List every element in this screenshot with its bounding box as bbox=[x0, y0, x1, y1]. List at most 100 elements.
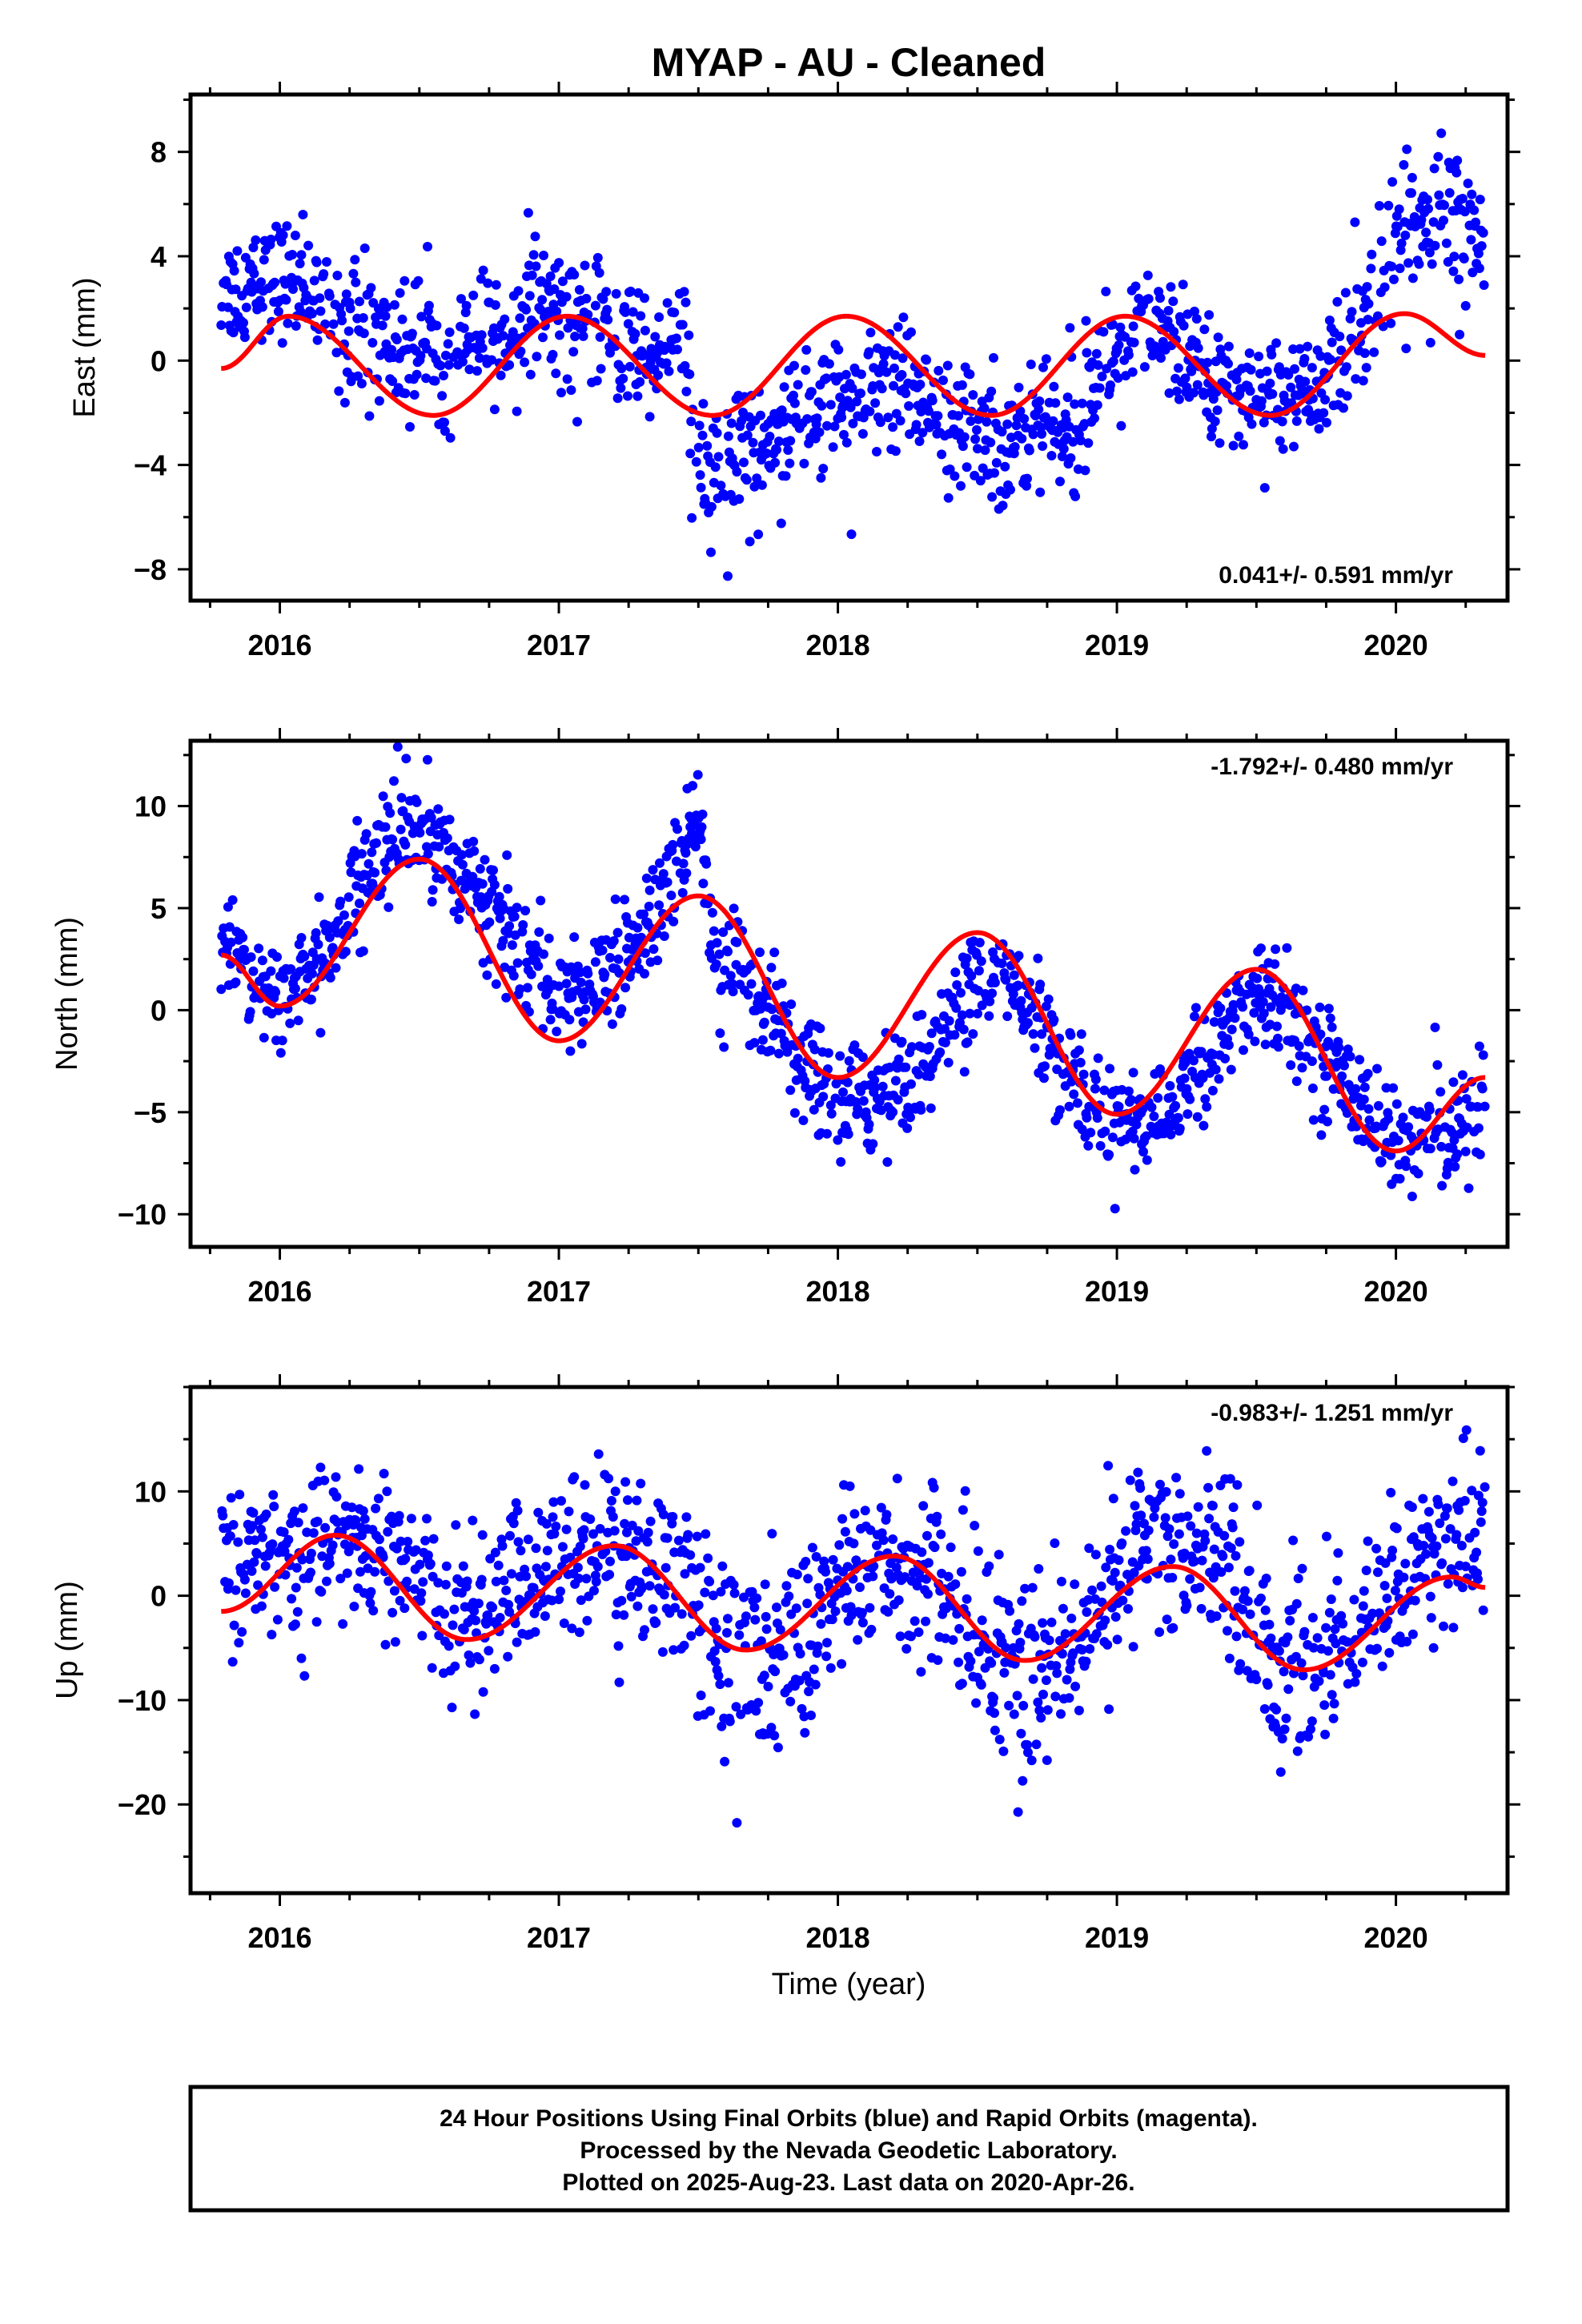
observation-point bbox=[1460, 207, 1470, 217]
observation-point bbox=[1388, 1083, 1399, 1093]
observation-point bbox=[603, 315, 613, 325]
observation-point bbox=[1169, 327, 1179, 337]
observation-point bbox=[841, 1586, 852, 1596]
observation-point bbox=[1164, 1524, 1174, 1534]
observation-point bbox=[1190, 1556, 1199, 1566]
observation-point bbox=[1154, 1627, 1165, 1637]
observation-point bbox=[1040, 1061, 1050, 1072]
observation-point bbox=[488, 1602, 498, 1613]
observation-point bbox=[335, 896, 346, 907]
observation-point bbox=[498, 331, 508, 341]
observation-point bbox=[1480, 1101, 1490, 1112]
rate-label: -0.983+/- 1.251 mm/yr bbox=[1211, 1400, 1453, 1426]
observation-point bbox=[1128, 1642, 1138, 1652]
observation-point bbox=[914, 436, 925, 446]
observation-point bbox=[488, 865, 498, 875]
observation-point bbox=[1129, 1133, 1139, 1144]
observation-point bbox=[581, 1574, 592, 1584]
observation-point bbox=[994, 1550, 1004, 1560]
observation-point bbox=[661, 1562, 671, 1573]
observation-point bbox=[1401, 1161, 1411, 1172]
observation-point bbox=[756, 410, 765, 420]
observation-point bbox=[1387, 177, 1398, 187]
observation-point bbox=[303, 240, 314, 251]
observation-point bbox=[371, 838, 381, 848]
observation-point bbox=[769, 1650, 779, 1659]
observation-point bbox=[835, 392, 845, 403]
observation-point bbox=[1235, 1659, 1246, 1669]
observation-point bbox=[712, 938, 722, 948]
observation-point bbox=[1279, 1724, 1290, 1735]
observation-point bbox=[601, 287, 612, 297]
observation-point bbox=[1171, 1473, 1182, 1483]
observation-point bbox=[1390, 1586, 1400, 1596]
observation-point bbox=[1314, 424, 1324, 434]
observation-point bbox=[367, 847, 377, 858]
observation-point bbox=[548, 1512, 558, 1522]
observation-point bbox=[1322, 1531, 1331, 1542]
observation-point bbox=[497, 1541, 508, 1551]
observation-point bbox=[296, 933, 307, 943]
observation-point bbox=[1283, 370, 1294, 380]
observation-point bbox=[1114, 1101, 1124, 1112]
observation-point bbox=[1450, 1161, 1460, 1172]
observation-point bbox=[1035, 979, 1046, 990]
observation-point bbox=[539, 251, 548, 260]
observation-point bbox=[769, 1731, 780, 1741]
observation-point bbox=[770, 1667, 781, 1677]
observation-point bbox=[1112, 1634, 1122, 1645]
observation-point bbox=[837, 1514, 848, 1524]
observation-point bbox=[1279, 1667, 1289, 1677]
observation-point bbox=[565, 1552, 576, 1562]
observation-point bbox=[847, 383, 857, 393]
observation-point bbox=[1114, 340, 1124, 350]
observation-point bbox=[620, 1518, 630, 1529]
y-tick-label: −10 bbox=[118, 1198, 167, 1231]
observation-point bbox=[257, 955, 267, 966]
observation-point bbox=[1082, 348, 1092, 358]
observation-point bbox=[1376, 236, 1387, 247]
observation-point bbox=[1238, 1604, 1248, 1614]
observation-point bbox=[1325, 1670, 1335, 1680]
observation-point bbox=[662, 877, 673, 887]
observation-point bbox=[1125, 1475, 1135, 1486]
observation-point bbox=[756, 1003, 765, 1014]
observation-point bbox=[679, 1640, 689, 1651]
observation-point bbox=[445, 432, 456, 443]
observation-point bbox=[1235, 1537, 1245, 1547]
observation-point bbox=[958, 441, 968, 452]
observation-point bbox=[710, 1657, 721, 1667]
observation-point bbox=[1239, 1586, 1250, 1596]
observation-point bbox=[508, 1518, 519, 1529]
observation-point bbox=[616, 364, 627, 374]
observation-point bbox=[799, 458, 809, 468]
observation-point bbox=[1425, 1144, 1435, 1154]
observation-point bbox=[327, 1540, 338, 1550]
observation-point bbox=[423, 849, 433, 859]
observation-point bbox=[333, 916, 343, 927]
observation-point bbox=[648, 1604, 658, 1614]
observation-point bbox=[359, 328, 369, 339]
observation-point bbox=[511, 1498, 521, 1508]
observation-point bbox=[400, 275, 410, 286]
observation-point bbox=[727, 979, 737, 989]
observation-point bbox=[1128, 321, 1138, 332]
observation-point bbox=[389, 300, 400, 310]
observation-point bbox=[476, 1574, 487, 1585]
observation-point bbox=[1461, 1425, 1472, 1435]
observation-point bbox=[401, 754, 412, 764]
observation-point bbox=[1260, 1039, 1271, 1050]
observation-point bbox=[1245, 1609, 1255, 1619]
observation-point bbox=[352, 815, 363, 826]
observation-point bbox=[715, 1028, 725, 1039]
observation-point bbox=[457, 356, 468, 367]
observation-point bbox=[444, 814, 455, 825]
observation-point bbox=[921, 1616, 931, 1626]
observation-point bbox=[893, 1095, 903, 1105]
observation-point bbox=[1427, 259, 1437, 269]
observation-point bbox=[1428, 1642, 1439, 1653]
observation-point bbox=[605, 348, 615, 358]
observation-point bbox=[468, 290, 479, 300]
observation-point bbox=[652, 955, 663, 966]
observation-point bbox=[1223, 1562, 1234, 1573]
